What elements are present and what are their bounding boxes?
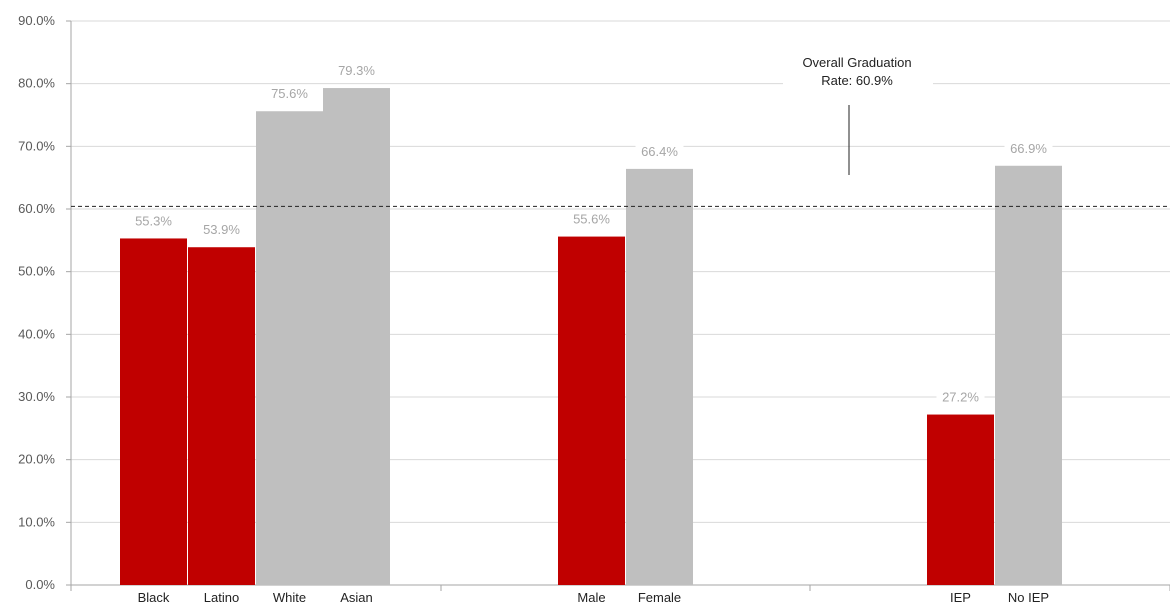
category-label: White bbox=[273, 590, 306, 605]
y-tick-label: 70.0% bbox=[18, 138, 55, 153]
data-label: 75.6% bbox=[271, 86, 308, 101]
data-label: 55.3% bbox=[135, 213, 172, 228]
y-tick-label: 90.0% bbox=[18, 13, 55, 28]
data-label: 27.2% bbox=[942, 390, 979, 405]
data-label-background bbox=[936, 388, 985, 407]
data-label-background bbox=[567, 210, 616, 229]
y-tick-label: 50.0% bbox=[18, 264, 55, 279]
data-label-background bbox=[197, 221, 246, 240]
y-tick-label: 10.0% bbox=[18, 514, 55, 529]
data-label: 66.9% bbox=[1010, 141, 1047, 156]
bar-black bbox=[120, 238, 187, 585]
y-tick-label: 0.0% bbox=[25, 577, 55, 592]
y-tick-label: 80.0% bbox=[18, 76, 55, 91]
bar-asian bbox=[323, 88, 390, 585]
data-label: 66.4% bbox=[641, 144, 678, 159]
y-tick-label: 30.0% bbox=[18, 389, 55, 404]
bar-female bbox=[626, 168, 693, 586]
data-label: 55.6% bbox=[573, 212, 610, 227]
category-label: Black bbox=[138, 590, 170, 605]
data-label-background bbox=[1004, 139, 1053, 158]
category-label: Asian bbox=[340, 590, 373, 605]
category-label: Female bbox=[638, 590, 681, 605]
reference-line-group: Overall Graduation Rate: 60.9% bbox=[71, 50, 1170, 207]
y-axis-tick-labels: 0.0% 10.0% 20.0% 30.0% 40.0% 50.0% 60.0% 70.0% 8… bbox=[18, 13, 55, 592]
reference-annotation-text: Overall Graduation bbox=[802, 55, 911, 70]
bar-iep bbox=[927, 414, 994, 585]
data-label-background bbox=[332, 62, 381, 81]
category-label: Latino bbox=[204, 590, 239, 605]
category-labels: Black Latino White Asian Male Female IEP No IEP bbox=[138, 590, 1049, 605]
data-label-background bbox=[635, 142, 684, 161]
bars bbox=[120, 88, 1062, 586]
data-label-background bbox=[265, 85, 314, 104]
annotation-background bbox=[783, 50, 933, 96]
y-tick-label: 60.0% bbox=[18, 201, 55, 216]
bar-no-iep bbox=[995, 165, 1062, 585]
category-label: Male bbox=[577, 590, 605, 605]
reference-annotation-text: Rate: 60.9% bbox=[821, 73, 893, 88]
bar-latino bbox=[188, 247, 255, 585]
data-labels: 55.3% 53.9% 75.6% 79.3% 55.6% 66.4% 27.2% 66.9% bbox=[129, 62, 1053, 407]
y-tick-label: 20.0% bbox=[18, 452, 55, 467]
data-label-background bbox=[129, 212, 178, 231]
bar-male bbox=[558, 236, 625, 585]
category-label: No IEP bbox=[1008, 590, 1049, 605]
category-label: IEP bbox=[950, 590, 971, 605]
y-tick-label: 40.0% bbox=[18, 326, 55, 341]
bar-white bbox=[256, 111, 323, 586]
data-label: 79.3% bbox=[338, 63, 375, 78]
data-label: 53.9% bbox=[203, 222, 240, 237]
